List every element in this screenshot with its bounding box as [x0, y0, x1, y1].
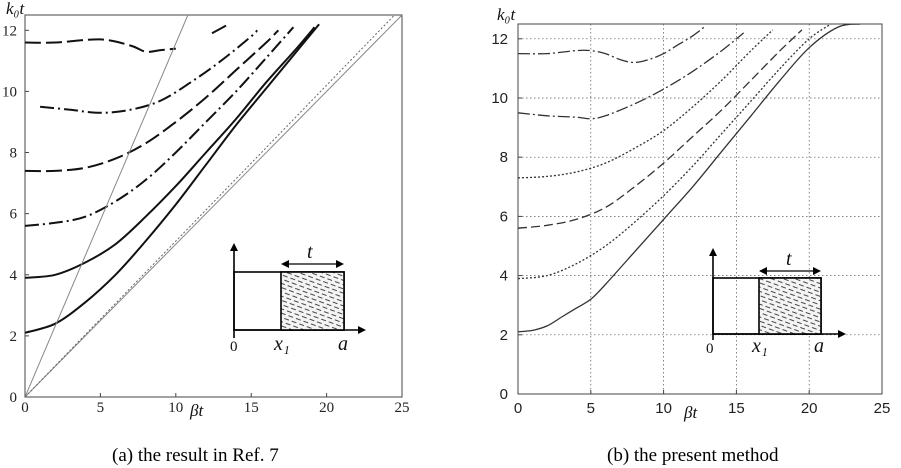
lines-b — [518, 24, 861, 333]
x-tick-label: 20 — [801, 400, 818, 417]
inset-a: t 0 x₁ a — [230, 241, 366, 355]
inset-right-arrowhead-icon — [813, 267, 821, 275]
y-tick-label: 8 — [10, 146, 18, 162]
series-line-2 — [518, 24, 832, 280]
series-line-6 — [25, 38, 176, 53]
panel-a: 0 5 10 15 20 25 0 2 4 6 8 10 12 k₀t βt t 0 x₁ a (a) … — [2, 0, 410, 466]
x-tick-label: 10 — [168, 400, 183, 416]
series-line-1 — [518, 24, 861, 333]
caption-b: (b) the present method — [607, 445, 779, 466]
caption-a: (a) the result in Ref. 7 — [112, 445, 279, 466]
series-line-3 — [25, 26, 295, 227]
series-line-7 — [211, 23, 230, 35]
x-tick-label: 0 — [21, 400, 29, 416]
series-line-5 — [518, 32, 745, 120]
plot-frame-b — [517, 23, 883, 395]
series-line-5 — [40, 29, 258, 114]
x-tick-label: 0 — [514, 400, 522, 417]
series-line-6 — [518, 26, 705, 64]
y-tick-label: 6 — [500, 208, 508, 225]
inset-up-arrow-icon — [230, 243, 238, 251]
x-tick-label: 10 — [655, 400, 672, 417]
inset-left-arrowhead-icon — [759, 267, 767, 275]
y-tick-label: 0 — [500, 386, 508, 403]
series-line-1 — [25, 23, 320, 334]
y-tick-label: 12 — [491, 31, 508, 48]
x-axis-label-b: βt — [683, 403, 698, 422]
series-line-4 — [25, 29, 280, 173]
y-axis-label-b: k₀t — [497, 5, 516, 24]
x-tick-label: 5 — [97, 400, 105, 416]
y-tick-label: 4 — [500, 268, 508, 285]
inset-origin-label: 0 — [706, 341, 714, 357]
inset-x1-label: x₁ — [751, 335, 768, 357]
y-tick-label: 6 — [10, 207, 18, 223]
inset-right-arrow-icon — [358, 326, 366, 334]
inset-up-arrow-icon — [709, 248, 717, 256]
x-tick-label: 5 — [587, 400, 595, 417]
x-tick-label: 15 — [244, 400, 259, 416]
inset-right-arrowhead-icon — [336, 260, 344, 268]
inset-dielectric-slab — [280, 271, 345, 331]
panel-b: 0 5 10 15 20 25 0 2 4 6 8 10 12 k₀t βt t 0 x₁ a (b) … — [491, 5, 890, 466]
y-tick-label: 2 — [500, 327, 508, 344]
y-tick-label: 10 — [2, 84, 17, 100]
ticks-a: 0 5 10 15 20 25 0 2 4 6 8 10 12 — [2, 23, 410, 416]
ticks-b: 0 5 10 15 20 25 0 2 4 6 8 10 12 — [491, 31, 890, 417]
x-tick-label: 25 — [874, 400, 891, 417]
inset-left-arrowhead-icon — [281, 260, 289, 268]
series-line-2 — [25, 26, 316, 279]
inset-t-label: t — [786, 248, 792, 270]
y-tick-label: 2 — [10, 329, 18, 345]
y-tick-label: 8 — [500, 149, 508, 166]
grid-b — [518, 24, 882, 394]
inset-t-label: t — [307, 241, 313, 263]
y-tick-label: 12 — [2, 23, 17, 39]
y-axis-label-a: k₀t — [6, 0, 25, 18]
x-axis-label-a: βt — [189, 401, 204, 420]
inset-x1-label: x₁ — [273, 333, 290, 355]
series-line-10 — [25, 15, 395, 397]
lines-a — [25, 15, 402, 397]
inset-a-label: a — [338, 333, 348, 355]
series-line-8 — [25, 15, 189, 397]
y-tick-label: 0 — [10, 390, 18, 406]
y-tick-label: 10 — [491, 90, 508, 107]
series-line-9 — [25, 15, 402, 397]
inset-dielectric-slab — [758, 277, 822, 335]
inset-origin-label: 0 — [230, 339, 238, 355]
y-tick-label: 4 — [10, 268, 18, 284]
inset-b: t 0 x₁ a — [706, 248, 846, 357]
x-tick-label: 15 — [728, 400, 745, 417]
inset-a-label: a — [814, 335, 824, 357]
x-tick-label: 20 — [319, 400, 334, 416]
inset-right-arrow-icon — [838, 330, 846, 338]
x-tick-label: 25 — [395, 400, 410, 416]
series-line-3 — [518, 29, 803, 229]
